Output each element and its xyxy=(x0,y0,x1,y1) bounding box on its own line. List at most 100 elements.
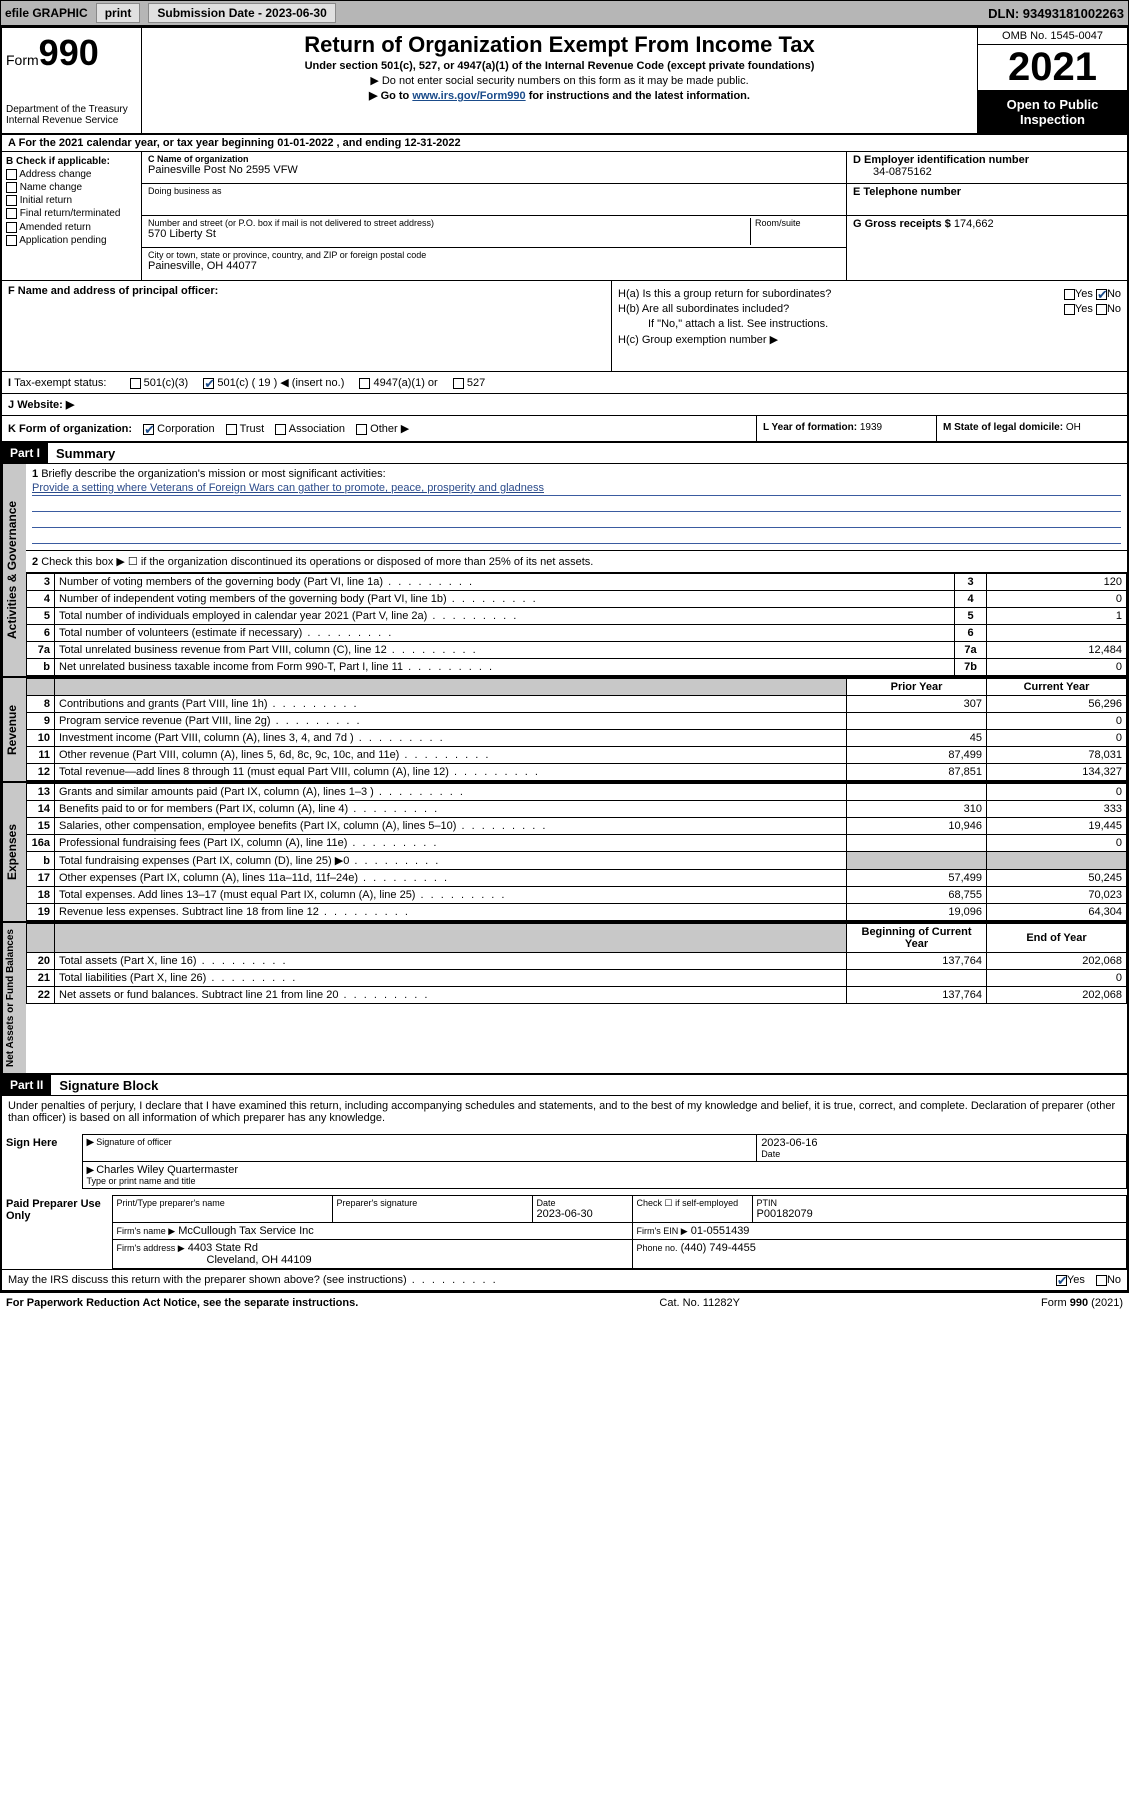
declaration-text: Under penalties of perjury, I declare th… xyxy=(2,1096,1127,1128)
discuss-label: May the IRS discuss this return with the… xyxy=(8,1274,407,1286)
box-h: H(a) Is this a group return for subordin… xyxy=(612,281,1127,371)
discuss-row: May the IRS discuss this return with the… xyxy=(2,1269,1127,1290)
hb-yes-checkbox[interactable] xyxy=(1064,304,1075,315)
k-other-checkbox[interactable] xyxy=(356,424,367,435)
table-row: 20Total assets (Part X, line 16)137,7642… xyxy=(27,953,1127,970)
527-checkbox[interactable] xyxy=(453,378,464,389)
footer-right: Form 990 (2021) xyxy=(1041,1297,1123,1309)
box-b-checkbox[interactable] xyxy=(6,235,17,246)
table-row: 6Total number of volunteers (estimate if… xyxy=(27,625,1127,642)
irs-link[interactable]: www.irs.gov/Form990 xyxy=(412,90,525,102)
firm-addr2: Cleveland, OH 44109 xyxy=(117,1254,312,1266)
goto-post: for instructions and the latest informat… xyxy=(526,90,750,102)
501c-checkbox[interactable] xyxy=(203,378,214,389)
firm-name: McCullough Tax Service Inc xyxy=(178,1225,314,1237)
prep-name-label: Print/Type preparer's name xyxy=(117,1198,328,1208)
room-label: Room/suite xyxy=(755,218,840,228)
k-corp-checkbox[interactable] xyxy=(143,424,154,435)
ha-label: H(a) Is this a group return for subordin… xyxy=(618,288,831,300)
box-c: C Name of organization Painesville Post … xyxy=(142,152,847,280)
mission-blank-3 xyxy=(32,530,1121,544)
firm-phone: (440) 749-4455 xyxy=(681,1242,756,1254)
hb-note: If "No," attach a list. See instructions… xyxy=(618,318,1121,330)
form-word: Form xyxy=(6,52,39,68)
top-toolbar: efile GRAPHIC print Submission Date - 20… xyxy=(0,0,1129,26)
k-other: Other ▶ xyxy=(370,423,409,435)
phone-label: E Telephone number xyxy=(853,186,1121,198)
box-b-checkbox[interactable] xyxy=(6,222,17,233)
sig-date-label: Date xyxy=(761,1149,1122,1159)
header-left: Form990 Department of the Treasury Inter… xyxy=(2,28,142,133)
print-button[interactable]: print xyxy=(96,3,141,23)
sign-here-table: Sign Here Signature of officer 2023-06-1… xyxy=(2,1134,1127,1189)
no-label-2: No xyxy=(1107,303,1121,315)
discuss-yes-checkbox[interactable] xyxy=(1056,1275,1067,1286)
header-right: OMB No. 1545-0047 2021 Open to Public In… xyxy=(977,28,1127,133)
firm-ein: 01-0551439 xyxy=(691,1225,750,1237)
4947-checkbox[interactable] xyxy=(359,378,370,389)
box-b-item: Name change xyxy=(6,182,137,193)
box-b-item: Initial return xyxy=(6,195,137,206)
ein-label: D Employer identification number xyxy=(853,154,1121,166)
firm-addr-label: Firm's address ▶ xyxy=(117,1243,185,1253)
box-b-item: Application pending xyxy=(6,235,137,246)
firm-phone-label: Phone no. xyxy=(637,1243,678,1253)
hb-no-checkbox[interactable] xyxy=(1096,304,1107,315)
501c3-checkbox[interactable] xyxy=(130,378,141,389)
discuss-no-checkbox[interactable] xyxy=(1096,1275,1107,1286)
efile-label: efile GRAPHIC xyxy=(5,6,88,20)
box-b-checkbox[interactable] xyxy=(6,182,17,193)
note-goto: ▶ Go to www.irs.gov/Form990 for instruct… xyxy=(150,89,969,102)
form-header: Form990 Department of the Treasury Inter… xyxy=(2,28,1127,135)
mission-text: Provide a setting where Veterans of Fore… xyxy=(32,482,1121,496)
form-subtitle: Under section 501(c), 527, or 4947(a)(1)… xyxy=(150,60,969,72)
k-trust: Trust xyxy=(240,423,265,435)
box-b-item: Amended return xyxy=(6,222,137,233)
table-row: bTotal fundraising expenses (Part IX, co… xyxy=(27,852,1127,870)
yes-label: Yes xyxy=(1075,288,1093,300)
table-row: 21Total liabilities (Part X, line 26)0 xyxy=(27,970,1127,987)
firm-ein-label: Firm's EIN ▶ xyxy=(637,1226,688,1236)
line-2: 2 Check this box ▶ ☐ if the organization… xyxy=(26,551,1127,573)
section-governance: Activities & Governance 1 Briefly descri… xyxy=(2,464,1127,678)
row-a-text: For the 2021 calendar year, or tax year … xyxy=(19,137,461,149)
ha-no-checkbox[interactable] xyxy=(1096,289,1107,300)
tax-exempt-label: Tax-exempt status: xyxy=(14,377,106,389)
ha-yes-checkbox[interactable] xyxy=(1064,289,1075,300)
l-label: L Year of formation: xyxy=(763,422,857,433)
box-b-checkbox[interactable] xyxy=(6,169,17,180)
sig-officer-label: Signature of officer xyxy=(87,1137,753,1148)
paid-preparer-table: Paid Preparer Use Only Print/Type prepar… xyxy=(2,1195,1127,1269)
part1-header-row: Part I Summary xyxy=(2,443,1127,464)
firm-addr1: 4403 State Rd xyxy=(188,1242,258,1254)
part1-badge: Part I xyxy=(2,443,48,463)
opt-501c3: 501(c)(3) xyxy=(144,377,189,389)
footer-left: For Paperwork Reduction Act Notice, see … xyxy=(6,1297,358,1309)
k-trust-checkbox[interactable] xyxy=(226,424,237,435)
box-b-checkbox[interactable] xyxy=(6,195,17,206)
vtab-governance: Activities & Governance xyxy=(2,464,26,676)
box-b-item: Address change xyxy=(6,169,137,180)
row-bcd: B Check if applicable: Address change Na… xyxy=(2,152,1127,281)
table-header-row: Beginning of Current YearEnd of Year xyxy=(27,924,1127,953)
k-assoc-checkbox[interactable] xyxy=(275,424,286,435)
website-label: Website: ▶ xyxy=(17,399,74,411)
yes-label-2: Yes xyxy=(1075,303,1093,315)
box-d: D Employer identification number 34-0875… xyxy=(847,152,1127,280)
line-1: 1 Briefly describe the organization's mi… xyxy=(26,464,1127,551)
gross-receipts: 174,662 xyxy=(954,218,994,230)
vtab-net-assets: Net Assets or Fund Balances xyxy=(2,923,26,1073)
table-row: 18Total expenses. Add lines 13–17 (must … xyxy=(27,887,1127,904)
box-b-title: B Check if applicable: xyxy=(6,156,137,167)
dept-treasury: Department of the Treasury xyxy=(6,104,137,115)
officer-name: Charles Wiley Quartermaster xyxy=(87,1164,1123,1176)
line1-label: Briefly describe the organization's miss… xyxy=(41,468,385,480)
mission-blank-1 xyxy=(32,498,1121,512)
box-b-checkbox[interactable] xyxy=(6,208,17,219)
gross-label: G Gross receipts $ xyxy=(853,218,951,230)
dln-label: DLN: 93493181002263 xyxy=(988,6,1124,21)
part2-badge: Part II xyxy=(2,1075,51,1095)
header-mid: Return of Organization Exempt From Incom… xyxy=(142,28,977,133)
table-row: 14Benefits paid to or for members (Part … xyxy=(27,801,1127,818)
discuss-no: No xyxy=(1107,1274,1121,1286)
